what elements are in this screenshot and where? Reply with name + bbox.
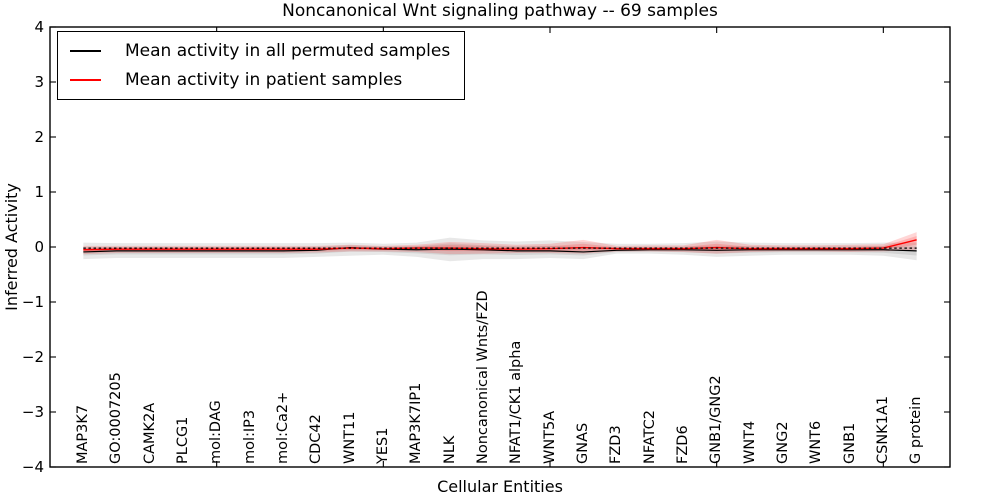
y-tick-label: 2 (34, 127, 44, 146)
x-category-label: mol:IP3 (241, 409, 258, 464)
legend-line-sample-patient (70, 79, 101, 81)
x-category-label: NFAT1/CK1 alpha (508, 340, 525, 464)
x-category-label: GNG2 (774, 421, 791, 464)
x-category-label: CAMK2A (141, 402, 158, 464)
x-category-label: MAP3K7 (74, 404, 91, 464)
y-tick-label: 0 (34, 237, 44, 256)
y-tick-label: −4 (21, 457, 44, 476)
x-category-label: WNT4 (741, 420, 758, 464)
x-category-label: NFATC2 (641, 409, 658, 464)
legend-label: Mean activity in all permuted samples (125, 41, 451, 61)
x-category-label: mol:DAG (208, 400, 225, 464)
y-tick-label: −3 (21, 402, 44, 421)
x-category-label: CDC42 (308, 414, 325, 464)
x-category-label: WNT6 (808, 420, 825, 464)
y-tick-label: 4 (34, 17, 44, 36)
x-category-label: MAP3K7IP1 (408, 382, 425, 464)
x-category-label: GO:0007205 (108, 372, 125, 464)
legend: Mean activity in all permuted samples Me… (57, 31, 466, 100)
permuted-mean-line (83, 246, 917, 253)
x-axis-label: Cellular Entities (437, 477, 563, 496)
chart-title: Noncanonical Wnt signaling pathway -- 69… (282, 1, 718, 21)
x-category-label: NLK (441, 435, 458, 464)
x-category-label: FZD6 (674, 425, 691, 464)
x-category-label: CSNK1A1 (874, 395, 891, 464)
y-tick-label: 1 (34, 182, 44, 201)
x-category-label: YES1 (374, 427, 391, 464)
x-category-label: PLCG1 (174, 416, 191, 464)
legend-item-permuted: Mean activity in all permuted samples (70, 41, 450, 61)
x-category-label: mol:Ca2+ (274, 391, 291, 464)
x-category-label: WNT5A (541, 410, 558, 464)
legend-label: Mean activity in patient samples (125, 70, 403, 90)
y-axis-label: Inferred Activity (2, 183, 21, 311)
y-tick-label: −1 (21, 292, 44, 311)
x-category-label: GNB1 (841, 422, 858, 464)
x-category-label: FZD3 (608, 425, 625, 464)
y-tick-label: −2 (21, 347, 44, 366)
x-category-label: GNAS (574, 422, 591, 464)
legend-line-sample-permuted (70, 50, 101, 52)
x-category-label: WNT11 (341, 411, 358, 465)
x-category-label: Noncanonical Wnts/FZD (474, 290, 491, 464)
legend-item-patient: Mean activity in patient samples (70, 70, 450, 90)
x-category-label: GNB1/GNG2 (708, 375, 725, 464)
y-tick-label: 3 (34, 72, 44, 91)
x-category-label: G protein (908, 396, 925, 464)
